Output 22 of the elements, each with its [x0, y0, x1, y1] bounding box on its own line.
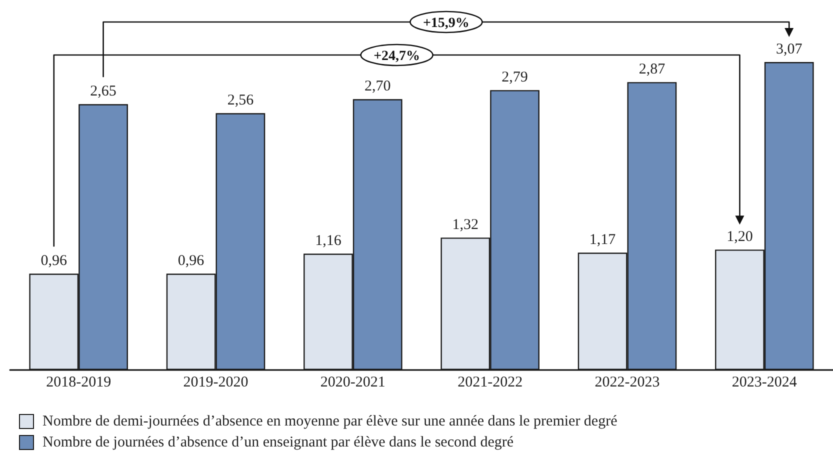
legend-label: Nombre de journées d’absence d’un enseignant par élève dans le second degré	[42, 434, 514, 450]
data-label: 2,56	[227, 92, 254, 109]
data-label: 1,20	[726, 229, 753, 246]
x-tick-label: 2023-2024	[732, 374, 798, 390]
data-label: 2,65	[90, 84, 116, 100]
data-label: 1,16	[315, 233, 342, 250]
data-label: 3,07	[776, 42, 803, 58]
data-label: 1,32	[452, 217, 479, 234]
data-label: 2,79	[502, 70, 528, 86]
data-label: 0,96	[178, 253, 205, 270]
x-tick-label: 2020-2021	[320, 374, 386, 390]
x-tick-label: 2019-2020	[183, 374, 248, 390]
x-tick-label: 2022-2023	[594, 374, 660, 390]
x-tick-label: 2021-2022	[458, 374, 523, 390]
data-label: 1,17	[589, 232, 616, 248]
text: +15,9%	[422, 16, 470, 31]
legend-label: Nombre de demi-journées d’absence en moyenne par élève sur une année dans le premier degré	[42, 414, 618, 430]
data-label: 0,96	[40, 253, 68, 270]
annotation: +24,7%	[374, 49, 420, 64]
x-tick-label: 2018-2019	[46, 374, 112, 390]
data-label: 2,87	[638, 62, 666, 78]
data-label: 2,70	[364, 78, 391, 95]
